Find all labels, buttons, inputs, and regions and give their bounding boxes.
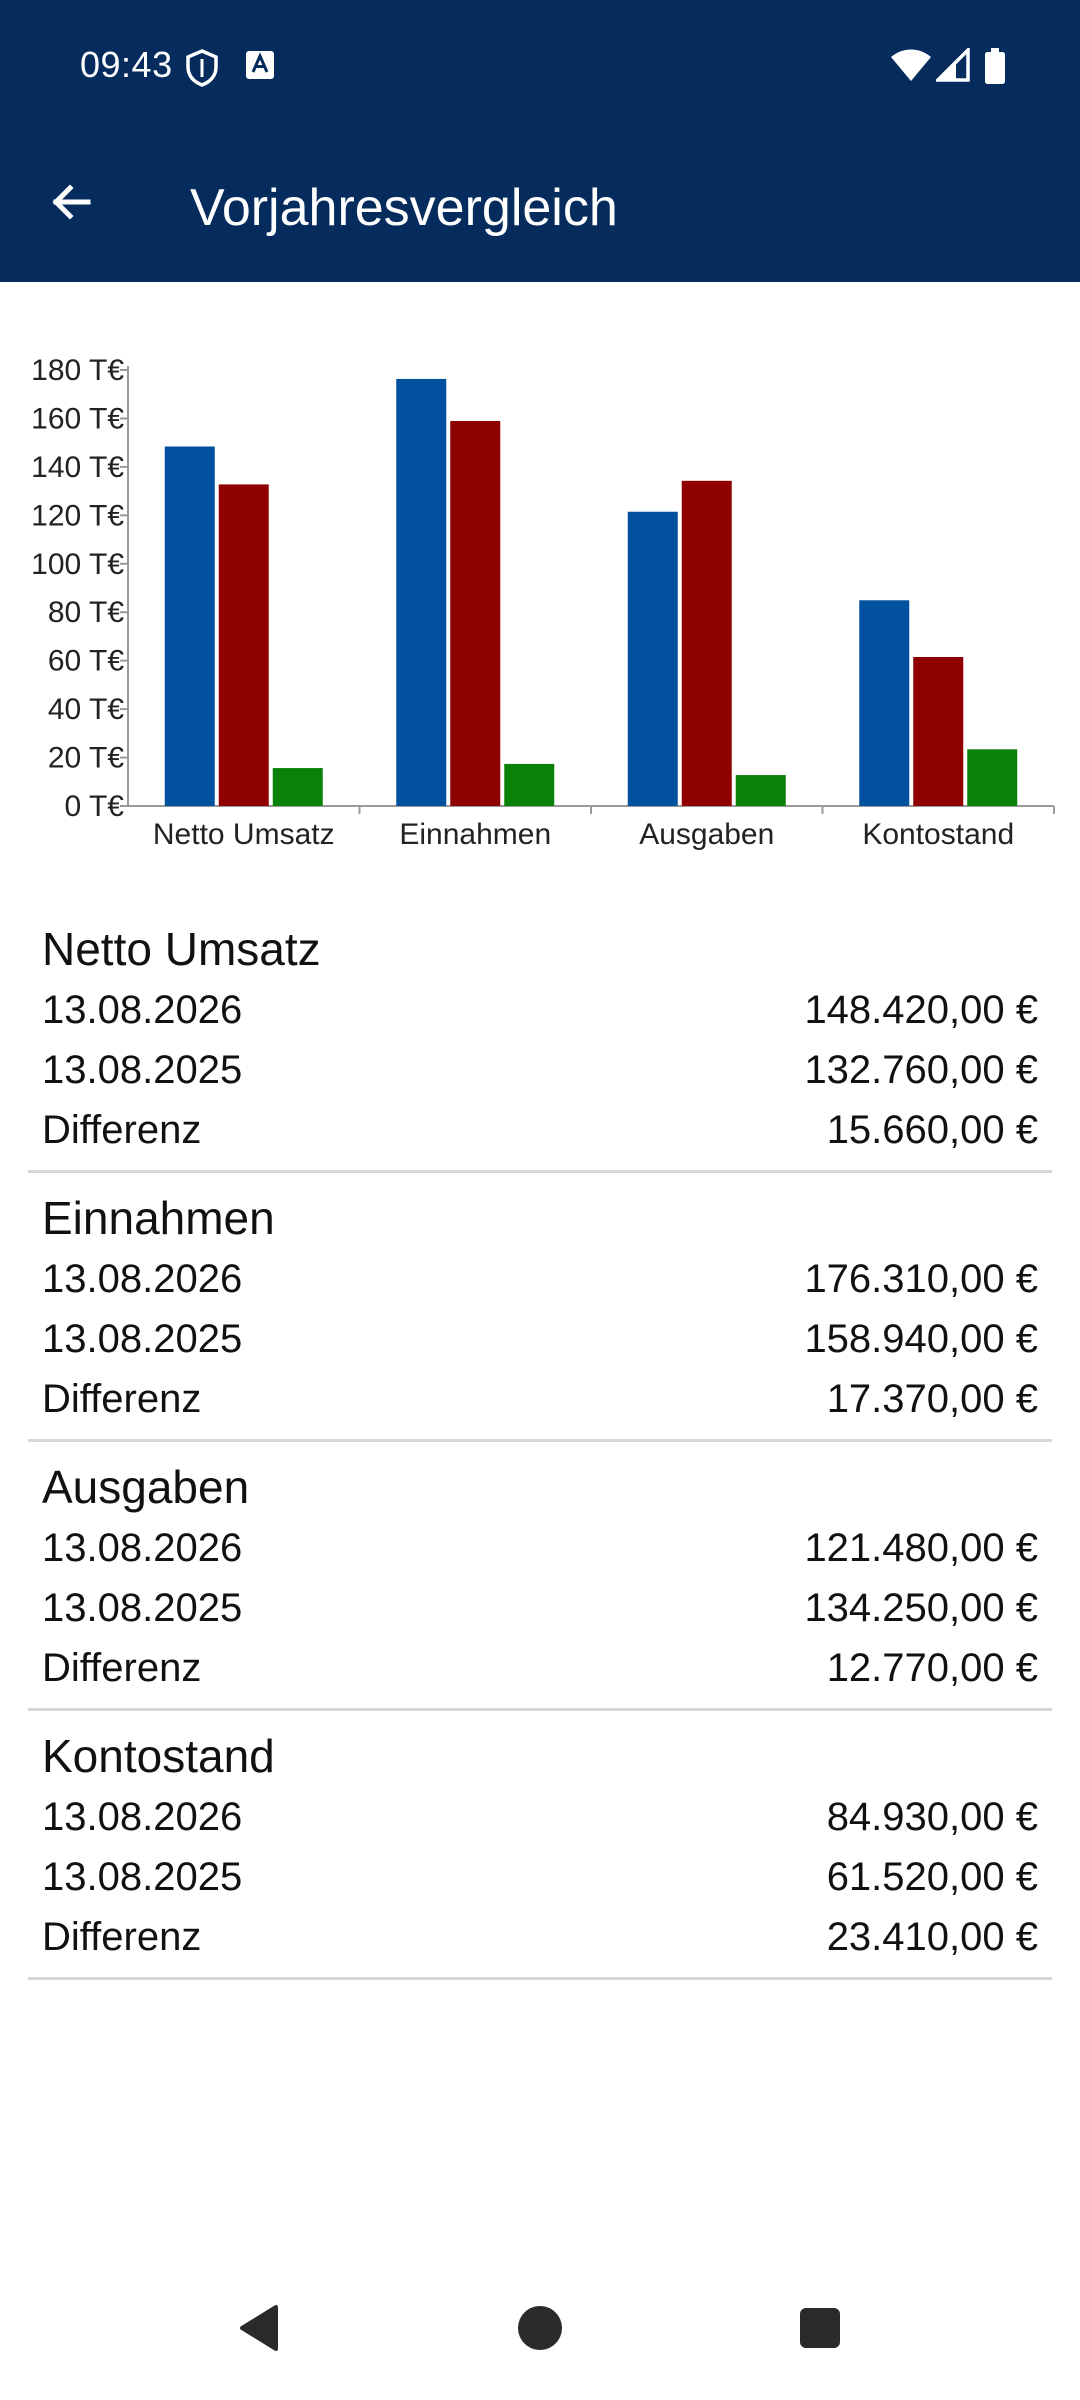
row-value: 176.310,00 € bbox=[804, 1256, 1038, 1301]
section-ausgaben: Ausgaben 13.08.2026 121.480,00 € 13.08.2… bbox=[28, 1442, 1052, 1711]
row-value: 23.410,00 € bbox=[826, 1914, 1038, 1959]
row-value: 61.520,00 € bbox=[826, 1854, 1038, 1899]
arrow-left-icon bbox=[48, 178, 96, 231]
bar bbox=[859, 600, 910, 806]
y-tick-label: 140 T€ bbox=[31, 451, 124, 484]
list-item: Differenz 17.370,00 € bbox=[42, 1369, 1038, 1429]
bar bbox=[681, 480, 732, 806]
system-nav-bar bbox=[0, 2260, 1080, 2400]
section-einnahmen: Einnahmen 13.08.2026 176.310,00 € 13.08.… bbox=[28, 1173, 1052, 1442]
row-value: 17.370,00 € bbox=[826, 1376, 1038, 1421]
x-tick-label: Einnahmen bbox=[399, 818, 551, 851]
list-item: Differenz 12.770,00 € bbox=[42, 1638, 1038, 1698]
nav-back-button[interactable] bbox=[218, 2288, 302, 2372]
list-item: 13.08.2026 84.930,00 € bbox=[42, 1787, 1038, 1847]
bar bbox=[396, 378, 447, 806]
status-bar: 09:43 bbox=[0, 0, 1080, 136]
signal-icon bbox=[933, 45, 970, 87]
y-tick-label: 160 T€ bbox=[31, 402, 124, 435]
row-label: 13.08.2025 bbox=[42, 1585, 243, 1630]
section-kontostand: Kontostand 13.08.2026 84.930,00 € 13.08.… bbox=[28, 1711, 1052, 1980]
list-item: 13.08.2026 121.480,00 € bbox=[42, 1518, 1038, 1578]
row-value: 134.250,00 € bbox=[804, 1585, 1038, 1630]
row-label: 13.08.2026 bbox=[42, 987, 243, 1032]
page-title: Vorjahresvergleich bbox=[190, 179, 618, 237]
row-value: 158.940,00 € bbox=[804, 1316, 1038, 1361]
y-tick-label: 20 T€ bbox=[48, 742, 124, 775]
row-label: 13.08.2025 bbox=[42, 1047, 243, 1092]
comparison-list: Netto Umsatz 13.08.2026 148.420,00 € 13.… bbox=[0, 904, 1080, 1980]
section-title: Netto Umsatz bbox=[42, 923, 321, 975]
y-tick-label: 80 T€ bbox=[48, 596, 124, 629]
y-tick-label: 180 T€ bbox=[31, 354, 124, 387]
section-title: Kontostand bbox=[42, 1730, 275, 1782]
font-icon bbox=[244, 48, 276, 87]
nav-home-icon bbox=[516, 2304, 564, 2357]
list-item: 13.08.2025 132.760,00 € bbox=[42, 1040, 1038, 1100]
list-item: 13.08.2026 176.310,00 € bbox=[42, 1249, 1038, 1309]
nav-recents-button[interactable] bbox=[778, 2288, 862, 2372]
bar bbox=[218, 484, 269, 806]
x-tick-label: Netto Umsatz bbox=[153, 818, 335, 851]
bar bbox=[504, 763, 555, 806]
y-tick-label: 40 T€ bbox=[48, 693, 124, 726]
row-value: 121.480,00 € bbox=[804, 1525, 1038, 1570]
row-label: 13.08.2026 bbox=[42, 1525, 243, 1570]
row-label: Differenz bbox=[42, 1107, 202, 1152]
list-item: 13.08.2026 148.420,00 € bbox=[42, 980, 1038, 1040]
nav-back-icon bbox=[236, 2303, 284, 2358]
bar bbox=[272, 768, 323, 806]
row-value: 132.760,00 € bbox=[804, 1047, 1038, 1092]
comparison-chart: 0 T€ 20 T€ 40 T€ 60 T€ 80 T€ 100 T€ 120 T€ 140 … bbox=[0, 340, 1080, 860]
bar bbox=[735, 775, 786, 806]
x-tick-label: Ausgaben bbox=[639, 818, 774, 851]
row-label: 13.08.2026 bbox=[42, 1256, 243, 1301]
section-title: Einnahmen bbox=[42, 1192, 275, 1244]
bar bbox=[164, 446, 215, 806]
list-item: 13.08.2025 134.250,00 € bbox=[42, 1578, 1038, 1638]
row-value: 84.930,00 € bbox=[826, 1794, 1038, 1839]
list-item: 13.08.2025 158.940,00 € bbox=[42, 1309, 1038, 1369]
bar bbox=[967, 749, 1018, 806]
bar bbox=[627, 511, 678, 806]
row-label: Differenz bbox=[42, 1645, 202, 1690]
row-value: 12.770,00 € bbox=[826, 1645, 1038, 1690]
y-tick-label: 100 T€ bbox=[31, 548, 124, 581]
row-label: Differenz bbox=[42, 1914, 202, 1959]
y-tick-label: 0 T€ bbox=[65, 790, 125, 823]
bar-chart: 0 T€ 20 T€ 40 T€ 60 T€ 80 T€ 100 T€ 120 T€ 140 … bbox=[31, 354, 1055, 851]
y-tick-label: 60 T€ bbox=[48, 645, 124, 678]
row-value: 15.660,00 € bbox=[826, 1107, 1038, 1152]
y-tick-label: 120 T€ bbox=[31, 499, 124, 532]
row-label: Differenz bbox=[42, 1376, 202, 1421]
wifi-icon bbox=[890, 48, 932, 87]
list-item: Differenz 15.660,00 € bbox=[42, 1100, 1038, 1160]
list-item: Differenz 23.410,00 € bbox=[42, 1907, 1038, 1967]
nav-home-button[interactable] bbox=[498, 2288, 582, 2372]
status-time: 09:43 bbox=[80, 44, 173, 85]
app-bar: Vorjahresvergleich bbox=[0, 136, 1080, 282]
row-label: 13.08.2025 bbox=[42, 1854, 243, 1899]
row-label: 13.08.2025 bbox=[42, 1316, 243, 1361]
shield-icon bbox=[184, 48, 220, 93]
battery-icon bbox=[984, 48, 1006, 89]
section-title: Ausgaben bbox=[42, 1461, 250, 1513]
bar bbox=[450, 421, 501, 806]
nav-recents-icon bbox=[798, 2306, 842, 2355]
list-item: 13.08.2025 61.520,00 € bbox=[42, 1847, 1038, 1907]
row-label: 13.08.2026 bbox=[42, 1794, 243, 1839]
x-tick-label: Kontostand bbox=[862, 818, 1014, 851]
back-button[interactable] bbox=[28, 160, 116, 248]
bar bbox=[913, 656, 964, 806]
row-value: 148.420,00 € bbox=[804, 987, 1038, 1032]
section-netto-umsatz: Netto Umsatz 13.08.2026 148.420,00 € 13.… bbox=[28, 904, 1052, 1173]
